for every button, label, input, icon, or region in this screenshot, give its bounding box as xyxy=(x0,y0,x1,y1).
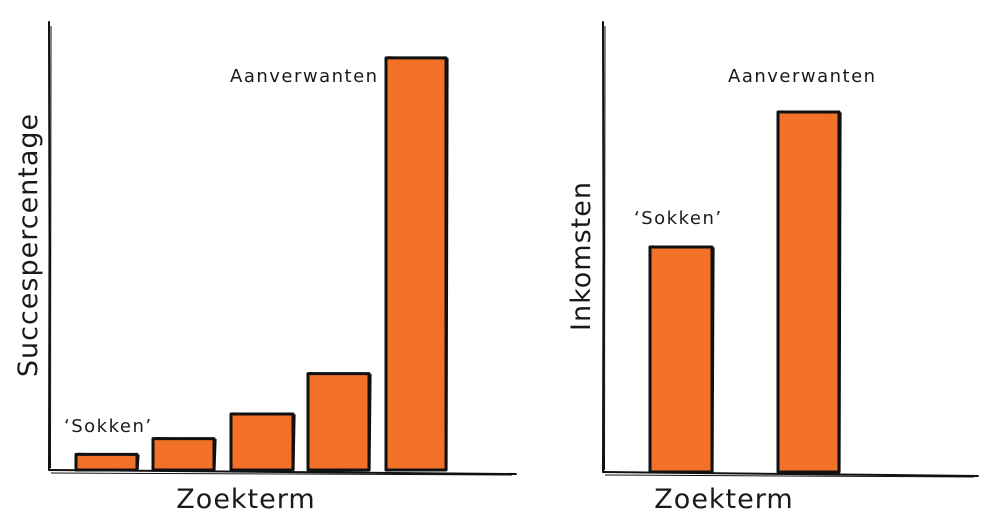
chart-1-bar-3-outline-sketch xyxy=(232,412,296,471)
chart-1-x-axis-line-sketch xyxy=(50,472,513,476)
chart-2-x-axis-label: Zoekterm xyxy=(654,484,793,515)
chart-1-annotation-2: Aanverwanten xyxy=(230,66,379,87)
chart-2-y-axis-line-sketch xyxy=(604,25,606,471)
chart-1-annotation-1: ‘Sokken’ xyxy=(64,416,153,437)
chart-2-annotation-1: ‘Sokken’ xyxy=(634,208,723,229)
chart-1-bar-1-outline-sketch xyxy=(77,452,140,471)
chart-1-x-axis-label: Zoekterm xyxy=(176,484,315,515)
chart-2-bar-1-outline-sketch xyxy=(651,245,715,473)
chart-2-bar-1 xyxy=(650,247,712,472)
chart-1-bar-2 xyxy=(153,438,214,470)
chart-1-y-axis-line-sketch xyxy=(50,25,52,469)
chart-2-annotation-2: Aanverwanten xyxy=(728,66,877,87)
chart-2-y-axis-label: Inkomsten xyxy=(566,181,597,331)
chart-1-bar-5-outline-sketch xyxy=(387,56,449,471)
chart-1-bar-2-outline-sketch xyxy=(154,437,217,471)
chart-1-bar-1 xyxy=(76,454,137,470)
chart-2-bar-2-outline-sketch xyxy=(779,110,842,473)
chart-1-bar-5 xyxy=(386,57,446,471)
chart-2-bar-2 xyxy=(778,112,839,472)
chart-1-y-axis-line xyxy=(48,21,51,471)
chart-2-x-axis-line-sketch xyxy=(604,474,975,478)
chart-1-y-axis-label: Succespercentage xyxy=(13,113,44,377)
chart-1-bar-4-outline-sketch xyxy=(309,372,372,471)
chart-1-bar-4 xyxy=(308,373,369,470)
chart-2-y-axis-line xyxy=(602,21,605,473)
chart-1-bar-3 xyxy=(231,414,293,470)
